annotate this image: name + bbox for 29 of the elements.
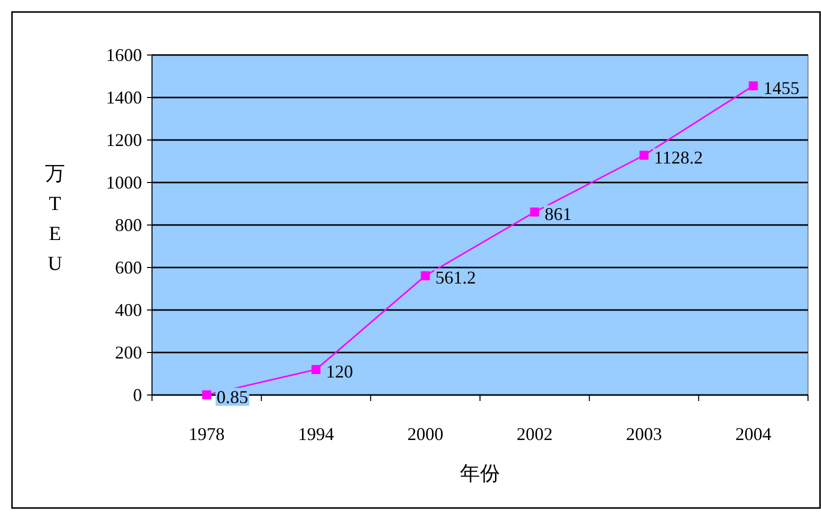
data-label: 561.2 [435,268,476,288]
x-tick-label: 1994 [298,424,334,444]
y-tick-label: 800 [115,215,142,235]
y-tick-label: 1400 [106,88,142,108]
x-tick-label: 2004 [735,424,772,444]
x-axis-title: 年份 [460,463,500,485]
data-label: 861 [544,204,572,224]
data-label: 1455 [763,78,800,98]
y-tick-label: 1600 [106,45,142,65]
data-label: 0.85 [216,386,248,407]
x-tick-label: 2000 [407,424,444,444]
x-tick-label: 2002 [516,424,553,444]
y-tick-label: 400 [115,300,142,320]
point [202,390,212,400]
point [312,365,320,374]
point [420,271,430,280]
point [640,150,648,160]
data-label: 1128.2 [654,147,703,168]
y-tick-label: 0 [133,385,142,405]
y-tick-label: 1000 [106,172,142,192]
x-tick-label: 1978 [188,424,225,444]
y-tick-label: 1200 [106,130,142,150]
y-tick-label: 200 [115,342,142,362]
x-tick-label: 2003 [626,424,662,444]
y-tick-label: 600 [115,258,142,278]
point [748,81,758,90]
data-label: 120 [326,362,353,382]
y-axis-title: 万TEU [45,163,65,275]
point [530,208,540,217]
